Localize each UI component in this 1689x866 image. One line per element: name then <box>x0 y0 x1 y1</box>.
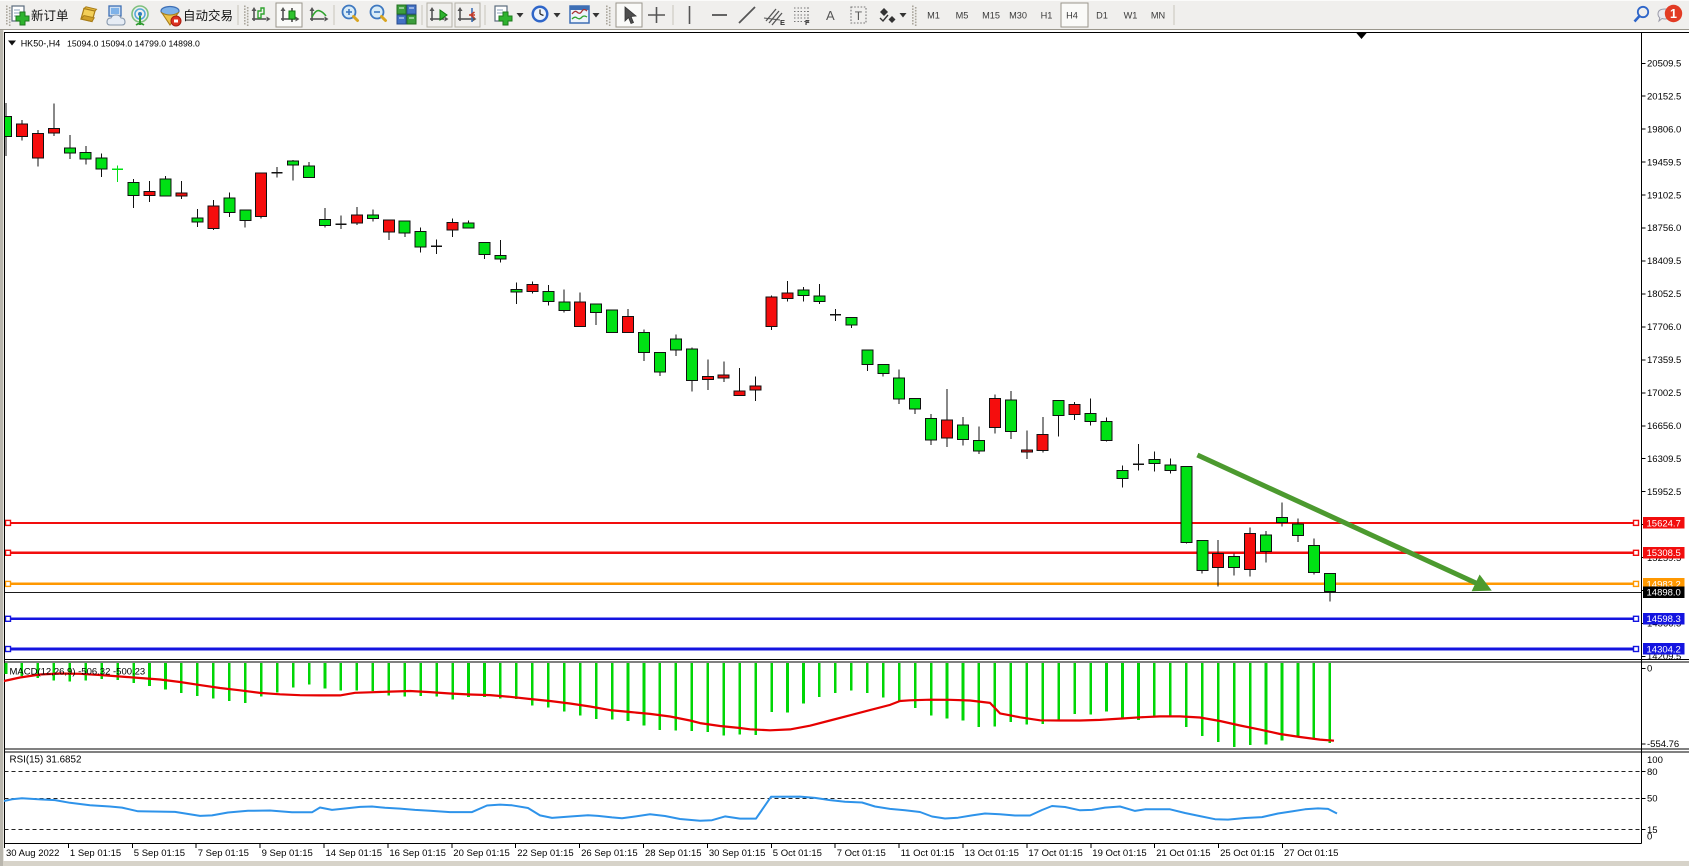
svg-text:13 Oct 01:15: 13 Oct 01:15 <box>965 848 1019 859</box>
svg-text:W1: W1 <box>1124 11 1138 21</box>
svg-text:14983.2: 14983.2 <box>1647 579 1681 590</box>
svg-text:0: 0 <box>1647 664 1652 675</box>
svg-text:26 Sep 01:15: 26 Sep 01:15 <box>581 848 638 859</box>
svg-text:-554.76: -554.76 <box>1647 739 1679 750</box>
svg-text:D1: D1 <box>1096 11 1108 21</box>
svg-text:20152.5: 20152.5 <box>1647 92 1681 103</box>
svg-text:1 Sep 01:15: 1 Sep 01:15 <box>70 848 121 859</box>
svg-text:M15: M15 <box>982 11 1000 21</box>
svg-text:100: 100 <box>1647 755 1663 766</box>
svg-text:19 Oct 01:15: 19 Oct 01:15 <box>1092 848 1146 859</box>
svg-text:27 Oct 01:15: 27 Oct 01:15 <box>1284 848 1338 859</box>
svg-text:18409.5: 18409.5 <box>1647 256 1681 267</box>
svg-text:22 Sep 01:15: 22 Sep 01:15 <box>517 848 574 859</box>
svg-text:16656.0: 16656.0 <box>1647 421 1681 432</box>
svg-text:T: T <box>855 9 863 23</box>
svg-text:14304.2: 14304.2 <box>1647 644 1681 655</box>
svg-text:18052.5: 18052.5 <box>1647 289 1681 300</box>
svg-text:18756.0: 18756.0 <box>1647 223 1681 234</box>
svg-text:15: 15 <box>1647 825 1658 836</box>
svg-text:20509.5: 20509.5 <box>1647 59 1681 70</box>
svg-text:7 Oct 01:15: 7 Oct 01:15 <box>837 848 886 859</box>
svg-text:M1: M1 <box>927 11 940 21</box>
svg-text:14209.5: 14209.5 <box>1647 652 1681 663</box>
svg-text:7 Sep 01:15: 7 Sep 01:15 <box>198 848 249 859</box>
svg-text:17706.0: 17706.0 <box>1647 322 1681 333</box>
svg-text:M30: M30 <box>1009 11 1027 21</box>
svg-text:F: F <box>805 18 810 27</box>
svg-text:50: 50 <box>1647 794 1658 805</box>
svg-text:HK50-,H4: HK50-,H4 <box>21 39 61 49</box>
svg-text:H4: H4 <box>1066 11 1078 21</box>
svg-text:0: 0 <box>1647 832 1652 843</box>
svg-text:21 Oct 01:15: 21 Oct 01:15 <box>1156 848 1210 859</box>
svg-text:19806.0: 19806.0 <box>1647 124 1681 135</box>
svg-text:新订单: 新订单 <box>31 8 69 23</box>
svg-text:19459.5: 19459.5 <box>1647 157 1681 168</box>
svg-text:19102.5: 19102.5 <box>1647 190 1681 201</box>
svg-text:14 Sep 01:15: 14 Sep 01:15 <box>326 848 383 859</box>
svg-text:自动交易: 自动交易 <box>183 8 233 23</box>
svg-text:14598.3: 14598.3 <box>1647 614 1681 625</box>
svg-text:1: 1 <box>1670 7 1677 21</box>
svg-text:5 Oct 01:15: 5 Oct 01:15 <box>773 848 822 859</box>
svg-text:MN: MN <box>1151 11 1165 21</box>
svg-text:14898.0: 14898.0 <box>1647 588 1681 599</box>
svg-text:80: 80 <box>1647 767 1658 778</box>
svg-text:MACD(12,26,9) -506.32 -500.23: MACD(12,26,9) -506.32 -500.23 <box>10 667 146 678</box>
svg-text:E: E <box>780 18 785 27</box>
svg-text:16 Sep 01:15: 16 Sep 01:15 <box>389 848 446 859</box>
svg-text:H1: H1 <box>1041 11 1053 21</box>
svg-text:25 Oct 01:15: 25 Oct 01:15 <box>1220 848 1274 859</box>
svg-text:M5: M5 <box>956 11 969 21</box>
svg-text:15094.0 15094.0 14799.0 14898.: 15094.0 15094.0 14799.0 14898.0 <box>67 39 200 49</box>
svg-text:15952.5: 15952.5 <box>1647 487 1681 498</box>
svg-text:11 Oct 01:15: 11 Oct 01:15 <box>901 848 955 859</box>
svg-text:15308.5: 15308.5 <box>1647 548 1681 559</box>
svg-text:RSI(15) 31.6852: RSI(15) 31.6852 <box>10 755 82 766</box>
svg-text:15624.7: 15624.7 <box>1647 518 1681 529</box>
svg-text:A: A <box>826 8 835 23</box>
svg-text:17002.5: 17002.5 <box>1647 388 1681 399</box>
svg-text:20 Sep 01:15: 20 Sep 01:15 <box>453 848 510 859</box>
svg-text:17359.5: 17359.5 <box>1647 355 1681 366</box>
svg-text:5 Sep 01:15: 5 Sep 01:15 <box>134 848 185 859</box>
svg-text:16309.5: 16309.5 <box>1647 454 1681 465</box>
svg-text:17 Oct 01:15: 17 Oct 01:15 <box>1028 848 1082 859</box>
svg-text:30 Sep 01:15: 30 Sep 01:15 <box>709 848 766 859</box>
svg-text:30 Aug 2022: 30 Aug 2022 <box>6 848 59 859</box>
svg-text:9 Sep 01:15: 9 Sep 01:15 <box>262 848 313 859</box>
svg-text:28 Sep 01:15: 28 Sep 01:15 <box>645 848 702 859</box>
